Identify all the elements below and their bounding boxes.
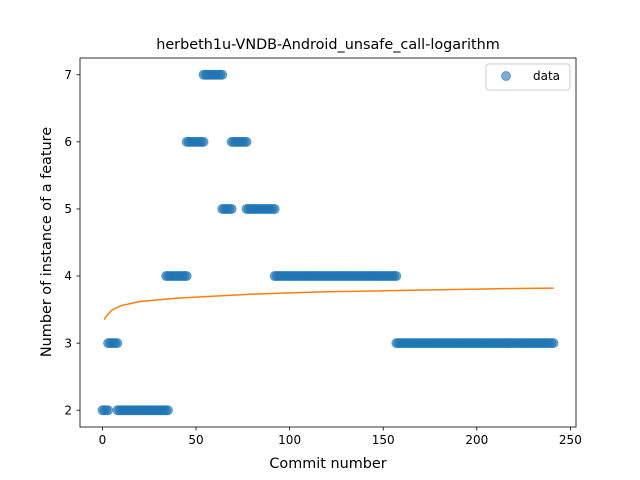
fit-line [103,287,554,321]
fit-layer [103,287,554,321]
legend: data [485,63,571,91]
plot-background [80,58,576,427]
data-layer [97,69,559,416]
plot-frame [79,57,577,428]
y-tick-label: 6 [64,135,72,149]
data-point [226,203,237,214]
x-tick-label: 100 [278,433,301,447]
data-point [162,405,173,416]
x-tick-label: 0 [99,433,107,447]
data-point [103,405,114,416]
y-tick-label: 7 [64,68,72,82]
x-axis: 0 50 100 150 200 250 [99,427,582,447]
data-point [198,136,209,147]
y-tick-label: 5 [64,202,72,216]
data-point [548,338,559,349]
y-tick-label: 2 [64,403,72,417]
y-axis: 2 3 4 5 6 7 [64,68,80,417]
legend-marker-data [501,71,511,81]
x-tick-label: 50 [188,433,203,447]
x-tick-label: 250 [559,433,582,447]
data-point [112,338,123,349]
y-axis-label: Number of instance of a feature [39,127,55,357]
legend-box [485,63,571,91]
y-tick-label: 4 [64,269,72,283]
data-point [181,271,192,282]
data-point [269,203,280,214]
data-point [217,69,228,80]
data-point [391,271,402,282]
x-axis-label: Commit number [269,456,386,472]
y-tick-label: 3 [64,336,72,350]
data-point [241,136,252,147]
legend-label-data: data [533,69,560,83]
x-tick-label: 150 [372,433,395,447]
chart-title: herbeth1u-VNDB-Android_unsafe_call-logar… [156,37,500,53]
x-tick-label: 200 [465,433,488,447]
plot-area [80,58,576,427]
